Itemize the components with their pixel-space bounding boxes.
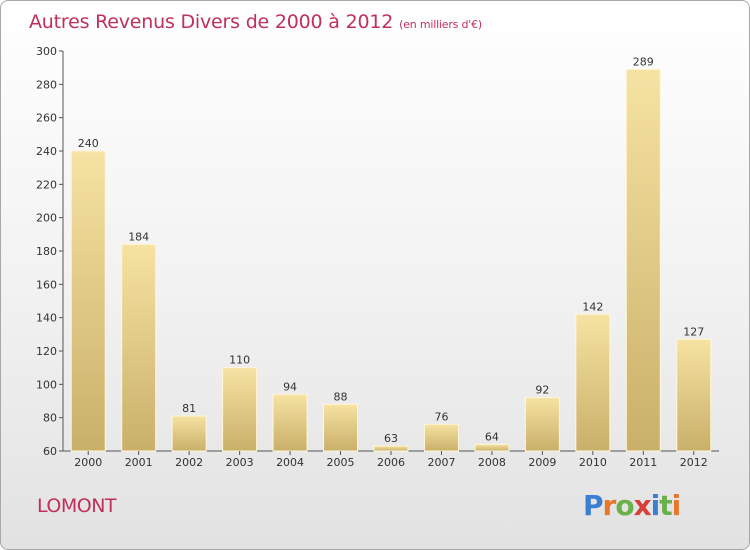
logo-letter: o — [615, 489, 634, 522]
logo-letter: x — [633, 489, 652, 522]
x-tick-label: 2005 — [327, 456, 355, 469]
bar — [222, 367, 258, 452]
logo-letter: i — [650, 489, 661, 522]
y-tick-label: 180 — [36, 245, 57, 258]
y-tick-label: 260 — [36, 112, 57, 125]
bar-value-label: 64 — [485, 430, 499, 443]
bar — [676, 338, 712, 452]
bar-value-label: 81 — [182, 402, 196, 415]
bar-value-label: 142 — [582, 300, 603, 313]
logo-letter: r — [602, 489, 617, 522]
y-tick-label: 300 — [36, 45, 57, 58]
bar-value-label: 94 — [283, 380, 297, 393]
bar — [423, 423, 459, 452]
y-tick-label: 240 — [36, 145, 57, 158]
bar — [575, 313, 611, 452]
bar-value-label: 289 — [633, 55, 654, 68]
bar-value-label: 76 — [434, 410, 448, 423]
x-tick-label: 2004 — [276, 456, 304, 469]
y-tick-label: 100 — [36, 378, 57, 391]
bar — [373, 445, 409, 452]
x-tick-label: 2007 — [427, 456, 455, 469]
y-tick-label: 160 — [36, 278, 57, 291]
y-tick-label: 80 — [43, 412, 57, 425]
y-tick-label: 140 — [36, 312, 57, 325]
logo-letter: i — [671, 489, 682, 522]
x-tick-label: 2009 — [528, 456, 556, 469]
x-tick-label: 2006 — [377, 456, 405, 469]
x-tick-label: 2012 — [680, 456, 708, 469]
bar — [524, 397, 560, 452]
proxiti-logo: Proxiti — [583, 489, 682, 522]
bar — [625, 68, 661, 452]
x-tick-label: 2003 — [226, 456, 254, 469]
y-tick-label: 60 — [43, 445, 57, 458]
y-tick-label: 280 — [36, 78, 57, 91]
x-tick-label: 2011 — [629, 456, 657, 469]
bar — [323, 403, 359, 452]
x-tick-label: 2008 — [478, 456, 506, 469]
chart-title: Autres Revenus Divers de 2000 à 2012 (en … — [29, 11, 482, 33]
chart-title-text: Autres Revenus Divers de 2000 à 2012 — [29, 11, 394, 33]
bar — [171, 415, 207, 452]
bar-value-label: 240 — [78, 137, 99, 150]
bar — [121, 243, 157, 452]
bar-value-label: 88 — [334, 390, 348, 403]
x-tick-label: 2001 — [125, 456, 153, 469]
bar-value-label: 63 — [384, 432, 398, 445]
bar-value-label: 184 — [128, 230, 149, 243]
bar-chart: 60 80 100 120 140 160 180 200 220 240 260 280 300 240… — [36, 45, 719, 469]
bar — [474, 443, 510, 452]
bar-value-label: 92 — [535, 384, 549, 397]
logo-letter: P — [583, 489, 604, 522]
chart-subtitle: (en milliers d'€) — [399, 18, 483, 31]
bar — [272, 393, 308, 452]
x-tick-label: 2002 — [175, 456, 203, 469]
logo-letter: t — [659, 489, 672, 522]
bar — [70, 150, 106, 452]
x-tick-label: 2000 — [74, 456, 102, 469]
location-label: LOMONT — [37, 495, 117, 517]
bar-value-label: 127 — [683, 325, 704, 338]
y-tick-label: 120 — [36, 345, 57, 358]
x-tick-label: 2010 — [579, 456, 607, 469]
y-tick-label: 220 — [36, 178, 57, 191]
y-tick-label: 200 — [36, 212, 57, 225]
bar-value-label: 110 — [229, 354, 250, 367]
